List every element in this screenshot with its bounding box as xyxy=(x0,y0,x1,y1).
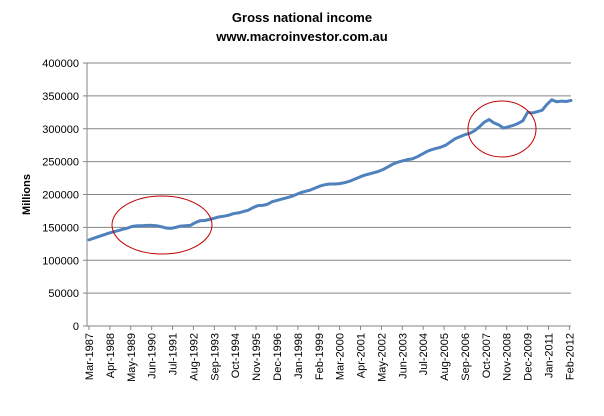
annotations xyxy=(111,100,537,255)
x-tick-label: Jun-1990 xyxy=(147,333,159,379)
x-tick-label: Feb-1999 xyxy=(314,333,326,380)
gridlines xyxy=(87,62,571,294)
y-tick-label: 150000 xyxy=(42,222,79,234)
x-tick-label: Oct-2007 xyxy=(481,333,493,378)
x-tick-label: Apr-2001 xyxy=(356,333,368,378)
series-group xyxy=(87,98,573,242)
y-tick-label: 50000 xyxy=(48,288,79,300)
y-axis-label: Millions xyxy=(21,174,33,215)
x-tick-label: Apr-1988 xyxy=(105,333,117,378)
x-tick-label: Dec-1996 xyxy=(272,333,284,381)
y-axis-ticks: 0 50000 100000 150000 200000 250000 300000 3500… xyxy=(42,58,87,333)
x-tick-label: Jan-1998 xyxy=(293,333,305,379)
x-tick-label: Sep-2006 xyxy=(460,333,472,381)
y-tick-label: 350000 xyxy=(42,91,79,103)
x-axis-ticks: Mar-1987 Apr-1988 May-1989 Jun-1990 Jul-1991… xyxy=(84,326,576,382)
series-line xyxy=(87,98,573,242)
x-tick-label: Dec-2009 xyxy=(523,333,535,381)
x-tick-label: Jun-2003 xyxy=(397,333,409,379)
x-tick-label: Aug-1992 xyxy=(188,333,200,381)
x-tick-label: Nov-1995 xyxy=(251,333,263,381)
x-tick-label: Mar-1987 xyxy=(84,333,96,380)
x-tick-label: Oct-1994 xyxy=(230,333,242,378)
y-tick-label: 300000 xyxy=(42,124,79,136)
y-tick-label: 100000 xyxy=(42,255,79,267)
x-tick-label: Jul-2004 xyxy=(418,333,430,375)
x-tick-label: Mar-2000 xyxy=(335,333,347,380)
highlight-ellipse-early xyxy=(111,195,213,255)
y-tick-label: 250000 xyxy=(42,157,79,169)
y-tick-label: 0 xyxy=(73,321,79,333)
y-tick-label: 200000 xyxy=(42,190,79,202)
x-tick-label: Sep-1993 xyxy=(209,333,221,381)
highlight-ellipse-late xyxy=(467,100,537,158)
x-tick-label: Jul-1991 xyxy=(168,333,180,375)
x-tick-label: Feb-2012 xyxy=(564,333,576,380)
x-tick-label: Nov-2008 xyxy=(502,333,514,381)
chart-title: Gross national income xyxy=(231,10,373,25)
x-tick-label: May-2002 xyxy=(376,333,388,382)
x-tick-label: Aug-2005 xyxy=(439,333,451,381)
x-tick-label: May-1989 xyxy=(126,333,138,382)
chart-subtitle: www.macroinvestor.com.au xyxy=(216,29,388,44)
x-tick-label: Jan-2011 xyxy=(544,333,556,378)
y-tick-label: 400000 xyxy=(42,58,79,70)
